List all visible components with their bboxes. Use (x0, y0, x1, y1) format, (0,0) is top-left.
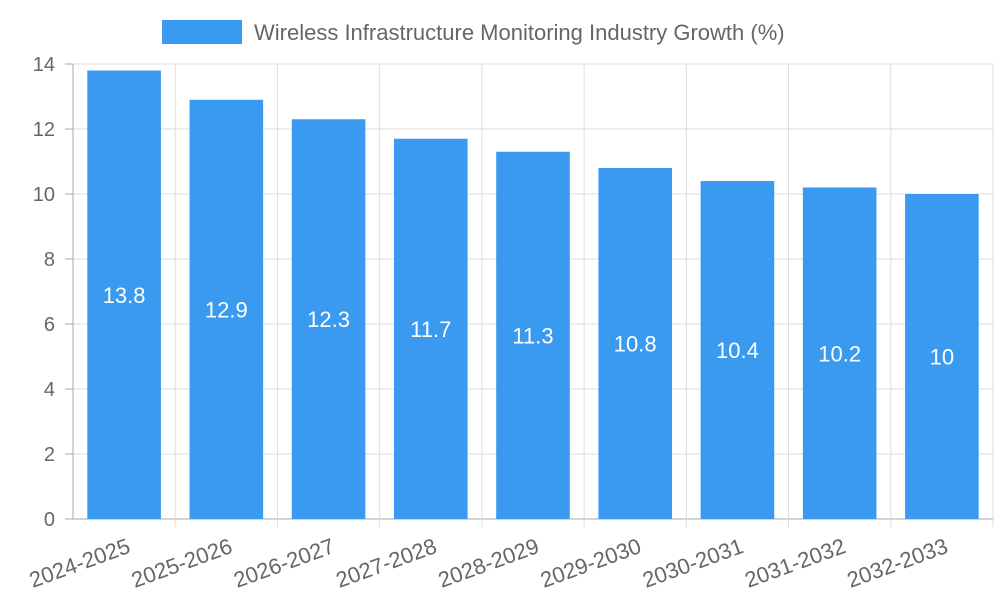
bars: 13.8 12.9 12.3 11.7 11.3 10.8 10.4 10.2 10 (87, 70, 979, 520)
x-tick-label: 2030-2031 (639, 533, 746, 592)
y-tick-label: 10 (33, 184, 55, 206)
x-axis-ticks: 2024-20252025-20262026-20272027-20282028… (26, 519, 994, 593)
x-tick-label: 2025-2026 (128, 533, 235, 592)
bar-value-label: 10.8 (614, 332, 657, 357)
legend-swatch (162, 20, 242, 44)
bar-value-label: 12.3 (307, 307, 350, 332)
bar-value-label: 10 (930, 345, 954, 370)
x-tick-label: 2026-2027 (230, 533, 337, 592)
bar[interactable] (905, 194, 979, 519)
x-tick-label: 2027-2028 (333, 533, 440, 592)
x-tick-label: 2024-2025 (26, 533, 133, 592)
bar-value-label: 13.8 (103, 283, 146, 308)
bar-value-label: 11.3 (512, 323, 553, 348)
bar[interactable] (189, 99, 264, 519)
bar-value-label: 12.9 (205, 297, 248, 322)
y-tick-label: 12 (33, 119, 55, 141)
y-tick-label: 2 (44, 444, 55, 466)
bar[interactable] (291, 119, 366, 519)
y-tick-label: 14 (33, 54, 55, 76)
bar-value-label: 10.2 (818, 341, 861, 366)
legend-label: Wireless Infrastructure Monitoring Indus… (254, 20, 785, 45)
y-tick-label: 0 (44, 509, 55, 531)
y-tick-label: 4 (44, 379, 55, 401)
x-tick-label: 2032-2033 (844, 533, 951, 592)
x-tick-label: 2031-2032 (741, 533, 848, 592)
bar[interactable] (393, 138, 468, 519)
bar[interactable] (496, 151, 570, 519)
bar-value-label: 11.7 (410, 317, 451, 342)
y-tick-label: 8 (44, 249, 55, 271)
bar[interactable] (87, 70, 161, 520)
legend[interactable]: Wireless Infrastructure Monitoring Indus… (162, 20, 785, 45)
bar[interactable] (802, 187, 877, 520)
y-axis-ticks: 0 2 4 6 8 10 12 14 (33, 54, 73, 531)
bar[interactable] (700, 181, 775, 519)
x-tick-label: 2029-2030 (537, 533, 644, 592)
y-tick-label: 6 (44, 314, 55, 336)
bar[interactable] (598, 168, 673, 519)
bar-value-label: 10.4 (716, 338, 759, 363)
x-tick-label: 2028-2029 (435, 533, 542, 592)
